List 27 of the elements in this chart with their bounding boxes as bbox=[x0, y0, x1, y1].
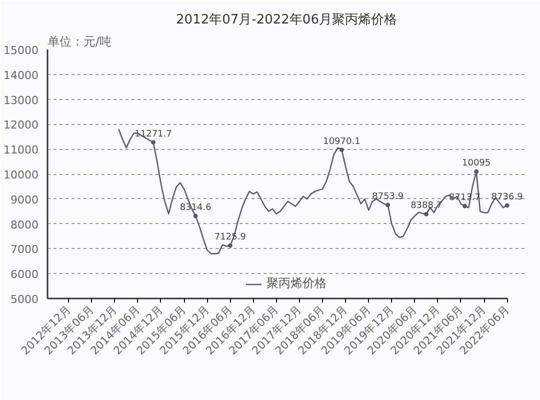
point bbox=[474, 169, 479, 174]
y-tick-label: 6000 bbox=[10, 268, 39, 282]
y-tick-label: 11000 bbox=[4, 144, 39, 157]
point bbox=[424, 212, 429, 216]
y-tick-label: 10000 bbox=[4, 168, 39, 182]
y-tick-label: 13000 bbox=[4, 94, 39, 107]
point bbox=[386, 202, 390, 208]
legend-label: 聚丙烯价格 bbox=[266, 275, 326, 292]
y-tick-label: 5000 bbox=[10, 293, 39, 306]
y-tick-label: 15000 bbox=[4, 44, 39, 57]
text: 单位：元/吨 bbox=[48, 34, 112, 48]
point bbox=[193, 214, 198, 218]
y-tick-label: 12000 bbox=[4, 118, 39, 132]
point bbox=[504, 203, 510, 208]
point bbox=[228, 243, 232, 248]
y-tick-label: 14000 bbox=[4, 68, 39, 82]
point bbox=[151, 140, 156, 145]
y-tick-label: 7000 bbox=[10, 243, 39, 256]
point bbox=[462, 204, 468, 208]
data-label: 8753.9 bbox=[372, 192, 404, 202]
data-label: 8736.9 bbox=[491, 192, 524, 202]
data-label: 10095 bbox=[462, 158, 491, 169]
y-tick-label: 9000 bbox=[10, 193, 39, 206]
data-label: 10970.1 bbox=[323, 136, 360, 147]
chart-title: 2012年07月-2022年06月聚丙烯价格 bbox=[176, 12, 397, 28]
y-tick-label: 8000 bbox=[10, 218, 39, 232]
point bbox=[339, 148, 344, 152]
